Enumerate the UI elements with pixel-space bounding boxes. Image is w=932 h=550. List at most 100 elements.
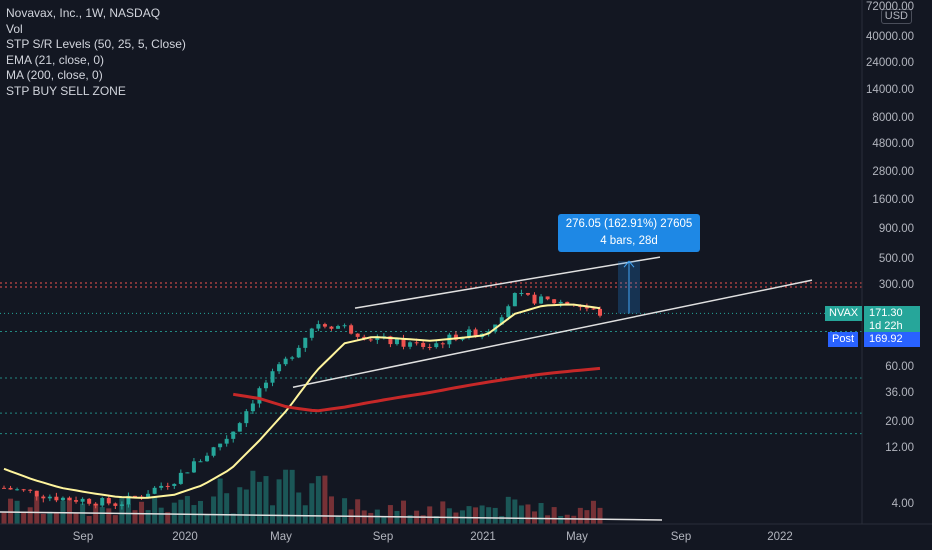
volume-bar xyxy=(342,498,348,524)
candle-body xyxy=(499,317,504,325)
candle-body xyxy=(427,346,432,348)
volume-bar xyxy=(590,500,596,524)
volume-bar xyxy=(204,514,210,524)
volume-bar xyxy=(538,503,544,524)
candle-body xyxy=(375,337,380,340)
volume-bar xyxy=(165,512,171,524)
last-price-tag: 171.30 1d 22h xyxy=(864,306,920,334)
volume-bar xyxy=(473,507,479,524)
candle-body xyxy=(41,496,46,499)
candle-body xyxy=(467,329,472,337)
y-tick-label: 1600.00 xyxy=(872,194,914,207)
volume-bar xyxy=(302,505,308,524)
volume-bar xyxy=(106,508,112,524)
volume-bar xyxy=(440,501,446,524)
x-tick-label: 2021 xyxy=(470,531,496,543)
candles xyxy=(2,289,602,510)
currency-button[interactable]: USD xyxy=(880,9,912,24)
candle-body xyxy=(263,382,268,389)
baseline-trend-line xyxy=(0,511,663,521)
candle-body xyxy=(290,357,295,359)
candle-body xyxy=(349,325,354,334)
y-tick-label: 36.00 xyxy=(885,386,914,399)
candle-body xyxy=(21,489,26,491)
candle-body xyxy=(584,307,589,309)
volume-bar xyxy=(328,496,334,524)
candle-body xyxy=(270,371,275,383)
indicator-buy-sell-zone[interactable]: STP BUY SELL ZONE xyxy=(6,83,126,98)
trend-channel[interactable] xyxy=(292,256,813,388)
candle-body xyxy=(191,461,196,473)
candle-body xyxy=(368,339,373,341)
volume-bar xyxy=(466,506,472,524)
ema-line xyxy=(3,303,601,499)
candle-body xyxy=(47,496,52,499)
volume-bar xyxy=(283,469,289,524)
volume-bar xyxy=(322,475,328,524)
indicator-ma[interactable]: MA (200, close, 0) xyxy=(6,68,103,82)
candle-body xyxy=(15,489,20,491)
x-tick-label: 2020 xyxy=(172,531,198,543)
indicator-ema[interactable]: EMA (21, close, 0) xyxy=(6,52,105,67)
volume-bar xyxy=(1,512,7,524)
volume-bar xyxy=(53,512,59,524)
candle-body xyxy=(277,364,282,372)
candle-body xyxy=(394,338,399,345)
y-tick-label: 8000.00 xyxy=(872,112,914,125)
candle-body xyxy=(336,326,341,329)
volume-bar xyxy=(224,493,230,524)
post-label: Post xyxy=(828,332,859,347)
indicator-vol[interactable]: Vol xyxy=(6,21,23,36)
candle-body xyxy=(132,495,137,497)
y-tick-label: 900.00 xyxy=(878,223,914,236)
volume-bar xyxy=(335,516,341,524)
candle-body xyxy=(329,326,334,329)
measure-arrow[interactable] xyxy=(618,260,640,314)
x-tick-label: Sep xyxy=(72,531,94,543)
volume-bar xyxy=(446,508,452,524)
indicator-lines xyxy=(0,303,663,521)
volume-bar xyxy=(211,496,217,524)
candle-body xyxy=(231,431,236,439)
candle-body xyxy=(244,411,249,424)
chart-legend: Novavax, Inc., 1W, NASDAQ Vol STP S/R Le… xyxy=(6,6,186,99)
candle-body xyxy=(414,342,419,344)
volume-bar xyxy=(433,516,439,524)
volume-bar xyxy=(407,515,413,524)
symbol-title[interactable]: Novavax, Inc., 1W, NASDAQ xyxy=(6,6,161,20)
candle-body xyxy=(224,438,229,444)
candle-body xyxy=(250,403,255,412)
candle-body xyxy=(60,497,65,501)
volume-bar xyxy=(289,469,295,524)
candle-body xyxy=(159,485,164,488)
volume-bar xyxy=(355,499,361,524)
volume-bar xyxy=(21,512,27,524)
measure-tooltip[interactable]: 276.05 (162.91%) 27605 4 bars, 28d xyxy=(558,214,700,252)
y-tick-label: 4.00 xyxy=(891,498,914,510)
y-tick-label: 4800.00 xyxy=(872,138,914,151)
volume-bar xyxy=(158,507,164,524)
candle-body xyxy=(388,336,393,345)
volume-bar xyxy=(34,496,40,524)
volume-bar xyxy=(479,505,485,524)
y-tick-label: 500.00 xyxy=(878,253,914,266)
channel-lower-line xyxy=(292,279,813,388)
x-tick-label: Sep xyxy=(670,531,692,543)
candle-body xyxy=(316,324,321,329)
volume-bar xyxy=(571,515,577,524)
y-tick-label: 72000.00 xyxy=(866,1,914,13)
volume-bar xyxy=(152,496,158,524)
candle-body xyxy=(165,485,170,487)
candle-body xyxy=(74,500,79,502)
candle-body xyxy=(506,306,511,318)
candle-body xyxy=(453,334,458,340)
x-tick-label: 2022 xyxy=(767,531,793,543)
volume-bar xyxy=(315,476,321,524)
indicator-stp-levels[interactable]: STP S/R Levels (50, 25, 5, Close) xyxy=(6,37,186,51)
volume-bar xyxy=(230,513,236,524)
volume-bar xyxy=(99,507,105,524)
candle-body xyxy=(591,308,596,310)
candle-body xyxy=(34,490,39,497)
